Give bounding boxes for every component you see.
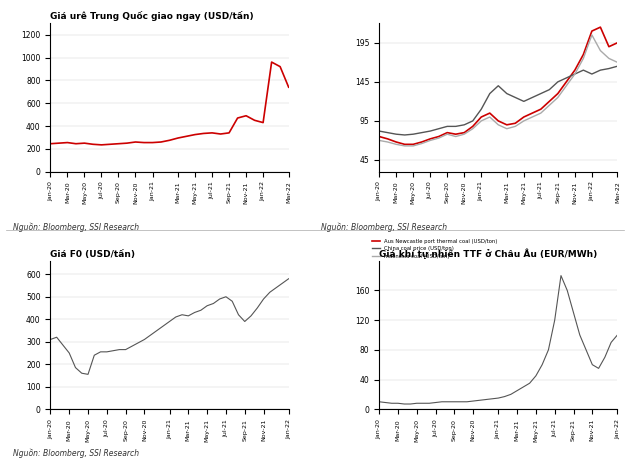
Text: Nguồn: Bloomberg, SSI Research: Nguồn: Bloomberg, SSI Research [13,223,139,232]
China coal price (USD/ton) [520,99,527,104]
Text: Nguồn: Bloomberg, SSI Research: Nguồn: Bloomberg, SSI Research [13,448,139,458]
Line: Indonesia coal (USD/ton): Indonesia coal (USD/ton) [379,35,617,146]
Indonesia coal (USD/ton) [546,102,553,108]
Aus Newcastle port thermal coal (USD/ton) [410,141,417,147]
China coal price (USD/ton) [478,106,485,112]
Legend: Aus Newcastle port thermal coal (USD/ton), China coal price (USD/ton), Indonesia: Aus Newcastle port thermal coal (USD/ton… [370,237,500,261]
Aus Newcastle port thermal coal (USD/ton) [597,24,604,30]
Indonesia coal (USD/ton) [478,118,485,124]
Aus Newcastle port thermal coal (USD/ton) [614,40,621,46]
Indonesia coal (USD/ton) [614,60,621,65]
Aus Newcastle port thermal coal (USD/ton) [503,122,510,127]
Indonesia coal (USD/ton) [461,132,468,137]
Indonesia coal (USD/ton) [375,138,383,143]
China coal price (USD/ton) [375,128,383,134]
Indonesia coal (USD/ton) [401,143,408,149]
China coal price (USD/ton) [444,124,451,129]
China coal price (USD/ton) [563,75,570,81]
Indonesia coal (USD/ton) [418,141,425,146]
Aus Newcastle port thermal coal (USD/ton) [401,141,408,147]
China coal price (USD/ton) [384,130,391,135]
China coal price (USD/ton) [469,118,476,124]
Indonesia coal (USD/ton) [580,56,587,61]
Text: Giá F0 (USD/tấn): Giá F0 (USD/tấn) [50,250,135,259]
China coal price (USD/ton) [452,124,459,129]
Indonesia coal (USD/ton) [571,71,578,77]
Aus Newcastle port thermal coal (USD/ton) [461,130,468,135]
Indonesia coal (USD/ton) [512,124,519,129]
Aus Newcastle port thermal coal (USD/ton) [478,114,485,120]
China coal price (USD/ton) [597,67,604,73]
Indonesia coal (USD/ton) [384,139,391,145]
Indonesia coal (USD/ton) [605,56,612,61]
Indonesia coal (USD/ton) [444,132,451,137]
Aus Newcastle port thermal coal (USD/ton) [486,110,493,116]
Indonesia coal (USD/ton) [537,110,544,116]
China coal price (USD/ton) [537,91,544,96]
Aus Newcastle port thermal coal (USD/ton) [469,124,476,129]
Aus Newcastle port thermal coal (USD/ton) [452,132,459,137]
China coal price (USD/ton) [512,95,519,100]
China coal price (USD/ton) [392,132,400,137]
China coal price (USD/ton) [410,132,417,137]
Aus Newcastle port thermal coal (USD/ton) [375,134,383,140]
Indonesia coal (USD/ton) [520,118,527,124]
China coal price (USD/ton) [461,122,468,127]
Indonesia coal (USD/ton) [469,126,476,132]
Indonesia coal (USD/ton) [597,48,604,53]
Indonesia coal (USD/ton) [503,126,510,132]
Aus Newcastle port thermal coal (USD/ton) [427,136,434,142]
China coal price (USD/ton) [401,132,408,138]
China coal price (USD/ton) [614,63,621,69]
China coal price (USD/ton) [486,91,493,96]
China coal price (USD/ton) [495,83,502,88]
Aus Newcastle port thermal coal (USD/ton) [588,28,595,34]
Aus Newcastle port thermal coal (USD/ton) [520,114,527,120]
China coal price (USD/ton) [529,95,536,100]
Indonesia coal (USD/ton) [588,32,595,38]
China coal price (USD/ton) [418,130,425,135]
Aus Newcastle port thermal coal (USD/ton) [435,134,442,140]
Line: Aus Newcastle port thermal coal (USD/ton): Aus Newcastle port thermal coal (USD/ton… [379,27,617,144]
Aus Newcastle port thermal coal (USD/ton) [537,106,544,112]
Aus Newcastle port thermal coal (USD/ton) [554,91,561,96]
Text: Nguồn: Bloomberg, SSI Research: Nguồn: Bloomberg, SSI Research [321,223,447,232]
China coal price (USD/ton) [554,79,561,85]
China coal price (USD/ton) [435,126,442,132]
Indonesia coal (USD/ton) [529,114,536,120]
Indonesia coal (USD/ton) [435,135,442,141]
China coal price (USD/ton) [605,66,612,71]
Aus Newcastle port thermal coal (USD/ton) [444,130,451,135]
Aus Newcastle port thermal coal (USD/ton) [495,118,502,124]
Aus Newcastle port thermal coal (USD/ton) [580,52,587,57]
Aus Newcastle port thermal coal (USD/ton) [546,99,553,104]
Text: Giá urê Trung Quốc giao ngay (USD/tấn): Giá urê Trung Quốc giao ngay (USD/tấn) [50,11,254,21]
China coal price (USD/ton) [503,91,510,96]
Indonesia coal (USD/ton) [486,114,493,120]
Aus Newcastle port thermal coal (USD/ton) [563,79,570,85]
China coal price (USD/ton) [580,67,587,73]
Indonesia coal (USD/ton) [427,138,434,143]
Indonesia coal (USD/ton) [563,83,570,88]
Indonesia coal (USD/ton) [495,122,502,127]
Aus Newcastle port thermal coal (USD/ton) [605,44,612,49]
China coal price (USD/ton) [546,87,553,93]
Indonesia coal (USD/ton) [554,95,561,100]
Indonesia coal (USD/ton) [392,141,400,147]
China coal price (USD/ton) [427,128,434,134]
Aus Newcastle port thermal coal (USD/ton) [512,120,519,126]
Aus Newcastle port thermal coal (USD/ton) [529,110,536,116]
China coal price (USD/ton) [571,71,578,77]
Aus Newcastle port thermal coal (USD/ton) [384,136,391,142]
Line: China coal price (USD/ton): China coal price (USD/ton) [379,66,617,135]
China coal price (USD/ton) [588,71,595,77]
Aus Newcastle port thermal coal (USD/ton) [392,139,400,145]
Indonesia coal (USD/ton) [410,143,417,149]
Indonesia coal (USD/ton) [452,134,459,140]
Text: Giá khí tự nhiên TTF ở Châu Âu (EUR/MWh): Giá khí tự nhiên TTF ở Châu Âu (EUR/MWh) [379,248,597,259]
Aus Newcastle port thermal coal (USD/ton) [418,139,425,145]
Aus Newcastle port thermal coal (USD/ton) [571,67,578,73]
